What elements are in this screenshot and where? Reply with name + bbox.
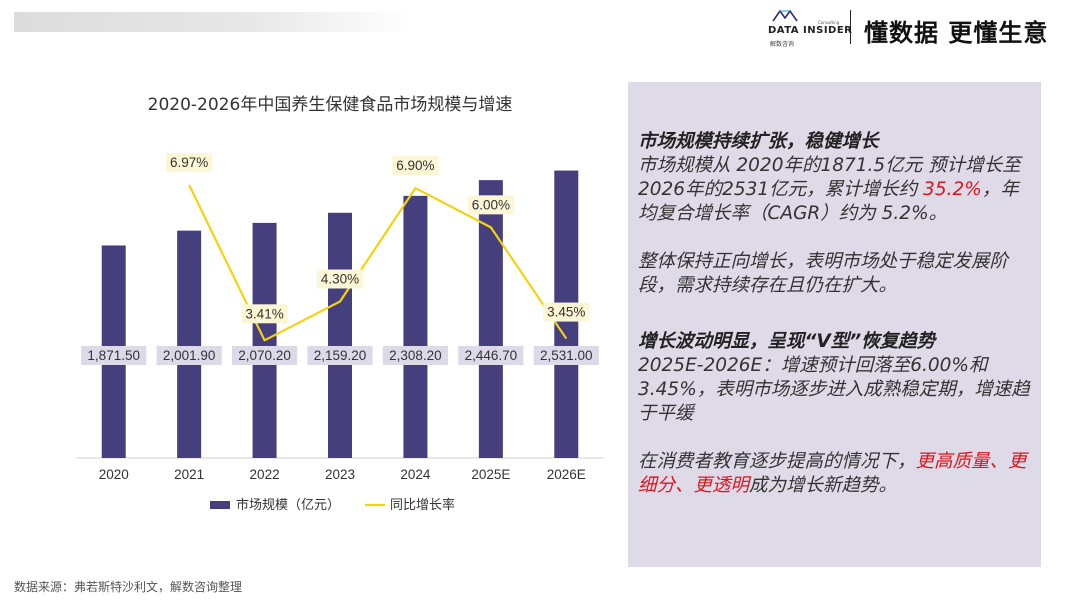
insight-text-4b: 成为增长新趋势。: [749, 475, 898, 496]
data-source-note: 数据来源：弗若斯特沙利文，解数咨询整理: [14, 580, 243, 594]
category-label-2026E: 2026E: [547, 467, 586, 482]
insight-heading-3: 增长波动明显，呈现“V型”恢复趋势: [638, 331, 936, 352]
rate-label-bg-2021: [166, 153, 213, 173]
insight-text: 市场规模持续扩张，稳健增长 市场规模从 2020年的1871.5亿元 预计增长至…: [638, 130, 1036, 522]
rate-label-bg-2022: [241, 304, 288, 324]
insight-para-2: 整体保持正向增长，表明市场处于稳定发展阶段，需求持续存在且仍在扩大。: [638, 250, 1036, 298]
category-label-2022: 2022: [250, 467, 280, 482]
rate-label-bg-2024: [392, 156, 439, 176]
brand-sub: Consulting: [818, 20, 840, 25]
bar-value-label-2022: 2,070.20: [238, 348, 291, 363]
bar-value-label-bg-2022: [231, 346, 298, 365]
insight-text-3: 2025E-2026E：增速预计回落至6.00%和3.45%，表明市场逐步进入成…: [638, 355, 1030, 424]
bar-value-label-bg-2023: [307, 346, 373, 365]
chart-title: 2020-2026年中国养生保健食品市场规模与增速: [147, 95, 513, 115]
chart-area: 2020-2026年中国养生保健食品市场规模与增速 1,871.50 2,001.…: [60, 80, 620, 520]
legend-line-label: 同比增长率: [390, 497, 455, 513]
bar-2024: [403, 195, 428, 458]
rate-label-bg-2026E: [543, 302, 590, 322]
rate-label-bg-2025E: [467, 195, 514, 215]
rate-label-2023: 4.30%: [321, 271, 359, 286]
category-label-2024: 2024: [400, 467, 431, 482]
bar-value-label-bg-2021: [156, 346, 222, 365]
bar-value-label-2025E: 2,446.70: [465, 348, 518, 363]
legend-bar-label: 市场规模（亿元）: [236, 497, 340, 513]
insight-heading-1: 市场规模持续扩张，稳健增长: [638, 131, 879, 152]
bar-value-label-2020: 1,871.50: [87, 348, 140, 363]
insight-para-3: 增长波动明显，呈现“V型”恢复趋势 2025E-2026E：增速预计回落至6.0…: [638, 330, 1036, 426]
bar-2023: [328, 212, 352, 458]
rate-label-2025E: 6.00%: [472, 197, 510, 212]
legend-bar-swatch: [210, 501, 230, 509]
rate-label-2024: 6.90%: [396, 158, 434, 173]
rate-label-2026E: 3.45%: [547, 305, 585, 320]
insight-text-1a: 市场规模从 2020年的1871.5亿元 预计增长至 2026年的2531亿元，…: [638, 155, 1021, 200]
category-label-2025E: 2025E: [471, 467, 510, 482]
insight-text-1b: ，年均复合增长率（CAGR）约为 5.2%。: [638, 179, 1019, 224]
insight-para-4: 在消费者教育逐步提高的情况下，更高质量、更细分、更透明成为增长新趋势。: [638, 450, 1036, 498]
insight-text-4a: 在消费者教育逐步提高的情况下，: [638, 451, 916, 472]
brand-slogan: 懂数据 更懂生意: [864, 19, 1049, 47]
bar-value-label-2026E: 2,531.00: [540, 348, 593, 363]
brand-divider: [850, 10, 851, 44]
market-chart: 1,871.50 2,001.90 2,070.20 2,159.20 2,308.20…: [76, 153, 604, 513]
bar-value-label-2021: 2,001.90: [163, 348, 216, 363]
data-insider-logo-icon: [772, 9, 798, 22]
header-gradient-bar: [14, 12, 414, 32]
bar-2021: [177, 230, 202, 458]
category-label-2023: 2023: [325, 467, 355, 482]
insight-highlight-1: 35.2%: [923, 179, 982, 200]
rate-label-bg-2023: [317, 269, 363, 289]
bar-value-label-2023: 2,159.20: [314, 348, 367, 363]
rate-label-2021: 6.97%: [170, 155, 208, 170]
category-label-2021: 2021: [174, 467, 204, 482]
insight-panel: 市场规模持续扩张，稳健增长 市场规模从 2020年的1871.5亿元 预计增长至…: [628, 82, 1041, 567]
bar-value-label-bg-2025E: [458, 346, 524, 365]
bar-value-label-bg-2020: [81, 346, 147, 365]
brand-header: Consulting DATA INSIDER 解数咨询 懂数据 更懂生意: [768, 8, 1080, 48]
rate-label-2022: 3.41%: [245, 306, 283, 321]
brand-name: DATA INSIDER: [768, 25, 853, 36]
bar-value-label-bg-2026E: [533, 346, 599, 365]
bar-value-label-bg-2024: [382, 346, 449, 365]
category-label-2020: 2020: [99, 467, 129, 482]
brand-cn: 解数咨询: [770, 41, 795, 48]
insight-highlight-4: 更高质量、更细分、更透明: [638, 451, 1027, 496]
insight-para-1: 市场规模持续扩张，稳健增长 市场规模从 2020年的1871.5亿元 预计增长至…: [638, 130, 1036, 226]
insight-text-2: 整体保持正向增长，表明市场处于稳定发展阶段，需求持续存在且仍在扩大。: [638, 251, 1009, 296]
bar-value-label-2024: 2,308.20: [389, 348, 442, 363]
brand-logo: Consulting DATA INSIDER 解数咨询: [768, 8, 852, 48]
